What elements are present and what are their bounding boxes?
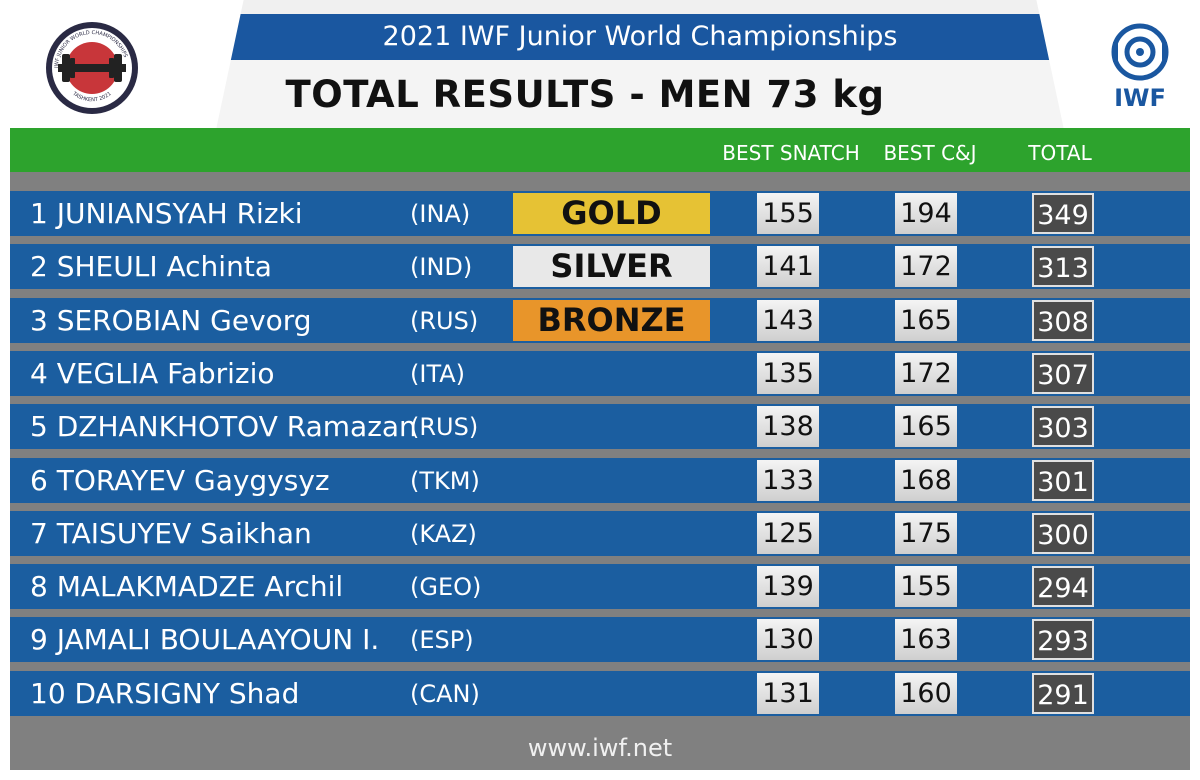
athlete-name: 9 JAMALI BOULAAYOUN I. <box>30 623 380 656</box>
nation-code: (GEO) <box>410 573 482 601</box>
total-value: 313 <box>1032 246 1094 287</box>
medal-badge: BRONZE <box>513 300 710 341</box>
total-value: 303 <box>1032 406 1094 447</box>
column-header-cj: BEST C&J <box>883 141 977 165</box>
nation-code: (CAN) <box>410 680 480 708</box>
best-cj-value: 175 <box>895 513 957 554</box>
nation-code: (ITA) <box>410 360 466 388</box>
best-cj-value: 172 <box>895 353 957 394</box>
table-row: 2 SHEULI Achinta (IND) SILVER 141 172 313 <box>10 244 1190 289</box>
table-row: 7 TAISUYEV Saikhan (KAZ) 125 175 300 <box>10 511 1190 556</box>
best-snatch-value: 133 <box>757 460 819 501</box>
best-snatch-value: 139 <box>757 566 819 607</box>
best-snatch-value: 135 <box>757 353 819 394</box>
best-snatch-value: 143 <box>757 300 819 341</box>
nation-code: (KAZ) <box>410 520 477 548</box>
table-row: 4 VEGLIA Fabrizio (ITA) 135 172 307 <box>10 351 1190 396</box>
total-value: 300 <box>1032 513 1094 554</box>
table-row: 6 TORAYEV Gaygysyz (TKM) 133 168 301 <box>10 458 1190 503</box>
nation-code: (ESP) <box>410 626 474 654</box>
column-header-bar <box>10 128 1190 172</box>
athlete-name: 10 DARSIGNY Shad <box>30 677 300 710</box>
column-header-snatch: BEST SNATCH <box>722 141 860 165</box>
best-cj-value: 163 <box>895 619 957 660</box>
best-snatch-value: 130 <box>757 619 819 660</box>
svg-text:IWF: IWF <box>1114 84 1166 112</box>
table-row: 9 JAMALI BOULAAYOUN I. (ESP) 130 163 293 <box>10 617 1190 662</box>
table-row: 3 SEROBIAN Gevorg (RUS) BRONZE 143 165 308 <box>10 298 1190 343</box>
athlete-name: 7 TAISUYEV Saikhan <box>30 517 312 550</box>
athlete-name: 8 MALAKMADZE Archil <box>30 570 344 603</box>
athlete-name: 2 SHEULI Achinta <box>30 250 272 283</box>
footer-url: www.iwf.net <box>527 734 673 762</box>
nation-code: (RUS) <box>410 413 479 441</box>
total-value: 293 <box>1032 619 1094 660</box>
best-cj-value: 194 <box>895 193 957 234</box>
table-row: 10 DARSIGNY Shad (CAN) 131 160 291 <box>10 671 1190 716</box>
athlete-name: 5 DZHANKHOTOV Ramazan <box>30 410 417 443</box>
best-cj-value: 172 <box>895 246 957 287</box>
best-snatch-value: 125 <box>757 513 819 554</box>
table-row: 5 DZHANKHOTOV Ramazan (RUS) 138 165 303 <box>10 404 1190 449</box>
total-value: 349 <box>1032 193 1094 234</box>
championship-logo: IWF JUNIOR WORLD CHAMPIONSHIPS TASHKENT … <box>46 22 138 114</box>
best-cj-value: 168 <box>895 460 957 501</box>
competition-title: 2021 IWF Junior World Championships <box>382 21 898 52</box>
header-band <box>195 14 1085 60</box>
athlete-name: 1 JUNIANSYAH Rizki <box>30 197 303 230</box>
best-snatch-value: 141 <box>757 246 819 287</box>
nation-code: (TKM) <box>410 467 480 495</box>
athlete-name: 4 VEGLIA Fabrizio <box>30 357 275 390</box>
results-board: 2021 IWF Junior World Championships TOTA… <box>10 0 1190 770</box>
iwf-logo: IWF <box>1111 23 1169 112</box>
athlete-name: 6 TORAYEV Gaygysyz <box>30 464 330 497</box>
nation-code: (IND) <box>410 253 473 281</box>
column-header-total: TOTAL <box>1028 141 1092 165</box>
best-cj-value: 165 <box>895 300 957 341</box>
medal-badge: SILVER <box>513 246 710 287</box>
best-snatch-value: 131 <box>757 673 819 714</box>
medal-badge: GOLD <box>513 193 710 234</box>
header-title-panel <box>195 60 1085 128</box>
athlete-name: 3 SEROBIAN Gevorg <box>30 304 312 337</box>
nation-code: (INA) <box>410 200 471 228</box>
header: 2021 IWF Junior World Championships TOTA… <box>10 0 1190 128</box>
total-value: 307 <box>1032 353 1094 394</box>
table-row: 1 JUNIANSYAH Rizki (INA) GOLD 155 194 349 <box>10 191 1190 236</box>
best-snatch-value: 138 <box>757 406 819 447</box>
best-cj-value: 165 <box>895 406 957 447</box>
page-title: TOTAL RESULTS - MEN 73 kg <box>285 73 885 116</box>
total-value: 291 <box>1032 673 1094 714</box>
total-value: 301 <box>1032 460 1094 501</box>
best-snatch-value: 155 <box>757 193 819 234</box>
total-value: 294 <box>1032 566 1094 607</box>
best-cj-value: 155 <box>895 566 957 607</box>
total-value: 308 <box>1032 300 1094 341</box>
best-cj-value: 160 <box>895 673 957 714</box>
nation-code: (RUS) <box>410 307 479 335</box>
table-row: 8 MALAKMADZE Archil (GEO) 139 155 294 <box>10 564 1190 609</box>
